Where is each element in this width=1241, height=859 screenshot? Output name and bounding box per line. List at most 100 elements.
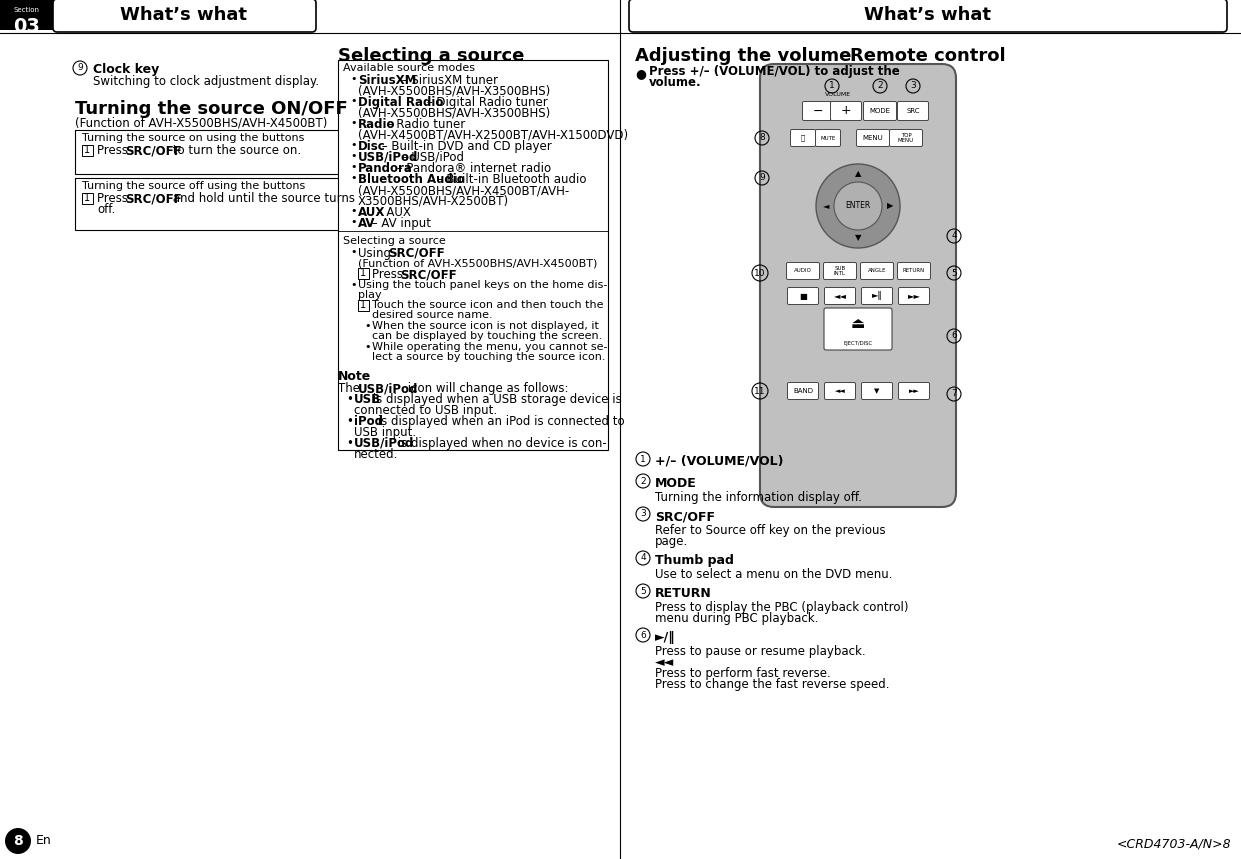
Text: USB: USB — [354, 393, 381, 406]
Text: ►►: ►► — [908, 388, 920, 394]
Text: and hold until the source turns: and hold until the source turns — [169, 192, 355, 205]
Text: – AV input: – AV input — [369, 217, 431, 230]
Text: icon will change as follows:: icon will change as follows: — [405, 382, 568, 395]
FancyBboxPatch shape — [864, 101, 896, 120]
FancyBboxPatch shape — [897, 263, 931, 279]
Text: page.: page. — [655, 535, 689, 548]
Text: Press: Press — [97, 144, 132, 157]
Text: •: • — [350, 118, 356, 128]
Text: – SiriusXM tuner: – SiriusXM tuner — [398, 74, 498, 87]
Text: – AUX: – AUX — [374, 206, 411, 219]
Text: •: • — [350, 217, 356, 227]
FancyBboxPatch shape — [788, 288, 819, 304]
Text: What’s what: What’s what — [120, 6, 247, 24]
Text: Radio: Radio — [357, 118, 396, 131]
Text: – USB/iPod: – USB/iPod — [398, 151, 464, 164]
Text: While operating the menu, you cannot se-: While operating the menu, you cannot se- — [372, 342, 608, 352]
FancyBboxPatch shape — [861, 382, 892, 399]
Text: is displayed when no device is con-: is displayed when no device is con- — [393, 437, 607, 450]
Text: (AVH-X5500BHS/AVH-X4500BT/AVH-: (AVH-X5500BHS/AVH-X4500BT/AVH- — [357, 184, 570, 197]
Text: ►►: ►► — [907, 291, 921, 301]
Text: off.: off. — [97, 203, 115, 216]
Text: lect a source by touching the source icon.: lect a source by touching the source ico… — [372, 352, 606, 362]
Bar — [338, 60, 608, 450]
Text: 1: 1 — [360, 269, 366, 278]
Text: SUB
INTL: SUB INTL — [834, 265, 846, 277]
Text: En: En — [36, 834, 52, 848]
Text: •: • — [350, 280, 356, 290]
Text: 10: 10 — [755, 269, 766, 277]
FancyBboxPatch shape — [824, 382, 855, 399]
FancyBboxPatch shape — [629, 0, 1227, 32]
Text: Bluetooth Audio: Bluetooth Audio — [357, 173, 464, 186]
Bar — [357, 268, 369, 279]
Text: ◄◄: ◄◄ — [835, 388, 845, 394]
FancyBboxPatch shape — [856, 130, 890, 147]
Text: AV: AV — [357, 217, 376, 230]
Text: .: . — [444, 268, 448, 281]
Text: ▼: ▼ — [855, 234, 861, 242]
Text: to turn the source on.: to turn the source on. — [169, 144, 302, 157]
FancyBboxPatch shape — [824, 288, 855, 304]
Text: Use to select a menu on the DVD menu.: Use to select a menu on the DVD menu. — [655, 568, 892, 581]
Text: 6: 6 — [951, 332, 957, 340]
FancyBboxPatch shape — [53, 0, 316, 32]
Text: 11: 11 — [755, 387, 766, 395]
Text: MODE: MODE — [655, 477, 696, 490]
Text: menu during PBC playback.: menu during PBC playback. — [655, 612, 818, 625]
Text: •: • — [350, 206, 356, 216]
Text: 5: 5 — [640, 587, 645, 595]
Circle shape — [817, 164, 900, 248]
Text: USB/iPod: USB/iPod — [357, 382, 418, 395]
Bar — [74, 178, 340, 230]
Text: Turning the source off using the buttons: Turning the source off using the buttons — [82, 181, 305, 191]
Text: Note: Note — [338, 370, 371, 383]
Text: Clock key: Clock key — [93, 63, 159, 76]
Text: ⏏: ⏏ — [851, 315, 865, 331]
Text: BAND: BAND — [793, 388, 813, 394]
Text: 1: 1 — [640, 454, 645, 464]
Text: Digital Radio: Digital Radio — [357, 96, 443, 109]
Text: 4: 4 — [640, 553, 645, 563]
Text: •: • — [350, 173, 356, 183]
Text: •: • — [364, 321, 371, 331]
Text: 7: 7 — [951, 389, 957, 399]
Text: SRC/OFF: SRC/OFF — [400, 268, 457, 281]
Text: iPod: iPod — [354, 415, 383, 428]
Text: Touch the source icon and then touch the: Touch the source icon and then touch the — [372, 300, 603, 310]
FancyBboxPatch shape — [791, 130, 815, 147]
Text: – Digital Radio tuner: – Digital Radio tuner — [423, 96, 547, 109]
Text: •: • — [350, 162, 356, 172]
Text: ◄◄: ◄◄ — [834, 291, 846, 301]
Text: TOP
MENU: TOP MENU — [898, 132, 915, 143]
Text: desired source name.: desired source name. — [372, 310, 493, 320]
Text: (AVH-X4500BT/AVH-X2500BT/AVH-X1500DVD): (AVH-X4500BT/AVH-X2500BT/AVH-X1500DVD) — [357, 129, 628, 142]
Text: volume.: volume. — [649, 76, 701, 89]
Text: Section: Section — [14, 7, 40, 13]
Text: 3: 3 — [640, 509, 645, 519]
Text: •: • — [346, 393, 352, 406]
Text: 9: 9 — [759, 174, 764, 182]
Text: 9: 9 — [77, 64, 83, 72]
Bar — [0, 0, 55, 30]
Text: AUDIO: AUDIO — [794, 269, 812, 273]
Bar — [82, 145, 93, 156]
Text: Press to change the fast reverse speed.: Press to change the fast reverse speed. — [655, 678, 890, 691]
Text: RETURN: RETURN — [903, 269, 925, 273]
Text: •: • — [346, 415, 352, 428]
Text: <CRD4703-A/N>8: <CRD4703-A/N>8 — [1117, 838, 1231, 850]
Text: What’s what: What’s what — [865, 6, 992, 24]
Bar — [74, 130, 340, 174]
Text: Refer to Source off key on the previous: Refer to Source off key on the previous — [655, 524, 886, 537]
Text: play: play — [357, 290, 382, 300]
Text: – Pandora® internet radio: – Pandora® internet radio — [393, 162, 551, 175]
Text: 🔇: 🔇 — [800, 135, 805, 141]
Text: Press: Press — [372, 268, 407, 281]
Text: nected.: nected. — [354, 448, 398, 461]
Text: SRC/OFF: SRC/OFF — [125, 192, 181, 205]
Circle shape — [5, 828, 31, 854]
Text: Available source modes: Available source modes — [343, 63, 475, 73]
Text: – Built-in DVD and CD player: – Built-in DVD and CD player — [379, 140, 552, 153]
Text: −: − — [813, 105, 823, 118]
Text: Pandora: Pandora — [357, 162, 413, 175]
